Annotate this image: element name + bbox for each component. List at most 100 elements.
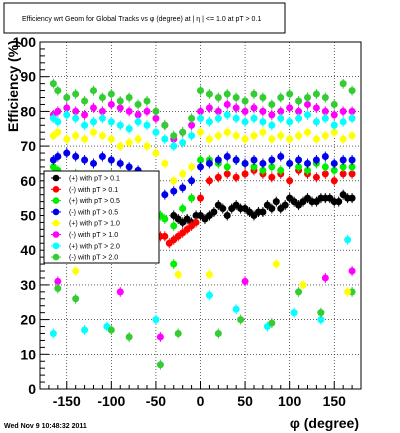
legend-label: (+) with pT > 1.0 (69, 221, 120, 228)
data-point-series-3 (286, 158, 294, 169)
data-point-series-7 (170, 130, 178, 141)
data-point-series-4 (299, 279, 307, 290)
data-point-series-4 (63, 134, 71, 145)
data-point-series-6 (268, 120, 276, 131)
data-point-series-7 (312, 89, 320, 100)
legend-marker (52, 219, 60, 227)
data-point-series-4 (205, 269, 213, 280)
legend-entry: (+) with pT > 2.0 (51, 242, 120, 250)
data-point-series-1 (268, 172, 276, 183)
data-point-series-6 (344, 234, 352, 245)
data-point-series-2 (188, 193, 196, 204)
data-point-series-5 (241, 106, 249, 117)
data-point-series-4 (339, 134, 347, 145)
legend-marker (52, 242, 60, 250)
data-point-series-6 (286, 116, 294, 127)
legend-entry: (+) with pT > 0.1 (51, 174, 120, 183)
title-box (3, 2, 286, 34)
data-point-series-3 (304, 158, 311, 169)
legend-marker (52, 253, 60, 261)
y-tick-label: 100 (13, 34, 37, 50)
data-point-series-4 (344, 286, 352, 297)
data-point-series-1 (183, 224, 191, 235)
x-tick-label: 0 (197, 393, 205, 409)
data-point-series-4 (161, 158, 169, 169)
y-tick-label: 50 (20, 208, 36, 224)
x-tick-label: 150 (323, 393, 347, 409)
data-point-series-7 (197, 85, 204, 96)
data-point-series-7 (321, 92, 329, 103)
data-point-series-1 (312, 172, 320, 183)
y-tick-label: 80 (20, 103, 36, 119)
data-point-series-5 (156, 331, 164, 342)
data-point-series-3 (214, 154, 222, 165)
data-point-series-7 (223, 89, 231, 100)
data-point-series-7 (98, 92, 106, 103)
data-point-series-5 (232, 102, 240, 113)
data-point-series-5 (223, 99, 231, 110)
data-point-series-7 (179, 127, 187, 138)
legend-marker (52, 174, 60, 182)
data-point-series-5 (277, 106, 285, 117)
data-point-series-6 (152, 314, 160, 325)
data-point-series-7 (90, 85, 97, 96)
data-point-series-0 (210, 207, 218, 218)
data-point-series-6 (170, 141, 178, 152)
data-point-series-6 (116, 120, 124, 131)
data-point-series-3 (268, 154, 276, 165)
data-point-series-7 (152, 106, 160, 117)
data-point-series-4 (304, 127, 311, 138)
data-point-series-6 (134, 116, 142, 127)
legend-label: (+) with pT > 2.0 (69, 243, 120, 250)
data-point-series-7 (232, 92, 240, 103)
data-point-series-6 (72, 113, 80, 124)
data-point-series-6 (214, 113, 222, 124)
data-point-series-7 (250, 89, 258, 100)
y-tick-label: 90 (20, 69, 36, 85)
data-point-series-5 (250, 102, 258, 113)
data-point-series-0 (348, 193, 356, 204)
data-point-series-4 (134, 134, 142, 145)
data-point-series-4 (223, 127, 231, 138)
data-point-series-7 (188, 113, 196, 124)
data-point-series-1 (161, 231, 169, 242)
data-point-series-1 (241, 168, 249, 179)
data-point-series-5 (348, 266, 356, 277)
data-point-series-4 (72, 266, 80, 277)
data-point-series-5 (286, 102, 294, 113)
data-point-series-4 (188, 161, 196, 172)
data-point-series-2 (179, 203, 187, 214)
data-point-series-7 (156, 359, 164, 370)
data-point-series-4 (241, 134, 249, 145)
data-point-series-4 (295, 130, 303, 141)
axis-ticks: -150 -100 -50 0 50 100 150 0 10 20 30 40 50 60 70 80 90 1… (13, 34, 362, 409)
data-point-series-5 (143, 106, 151, 117)
data-point-series-7 (295, 95, 303, 106)
data-point-series-7 (317, 307, 325, 318)
x-tick-label: -50 (146, 393, 166, 409)
y-tick-label: 0 (28, 381, 36, 397)
x-tick-label: 50 (237, 393, 253, 409)
data-point-series-5 (54, 106, 62, 117)
data-point-series-4 (348, 130, 356, 141)
data-point-series-3 (188, 175, 196, 186)
data-point-series-5 (339, 106, 347, 117)
legend-marker (52, 197, 60, 204)
data-point-series-6 (304, 109, 311, 120)
data-point-series-6 (259, 116, 267, 127)
data-point-series-7 (205, 89, 213, 100)
legend-entry: (-) with pT > 0.5 (51, 208, 118, 216)
data-point-series-4 (179, 168, 187, 179)
legend-marker (52, 231, 60, 238)
x-tick-label: -150 (53, 393, 81, 409)
data-point-series-7 (107, 325, 115, 336)
data-point-series-2 (277, 165, 285, 176)
legend-marker (52, 186, 60, 193)
data-point-series-1 (192, 217, 200, 228)
data-point-series-3 (72, 151, 80, 162)
data-point-series-5 (268, 109, 276, 120)
data-point-series-5 (90, 102, 97, 113)
data-point-series-1 (232, 172, 240, 183)
data-point-series-5 (312, 102, 320, 113)
data-point-series-3 (107, 154, 115, 165)
